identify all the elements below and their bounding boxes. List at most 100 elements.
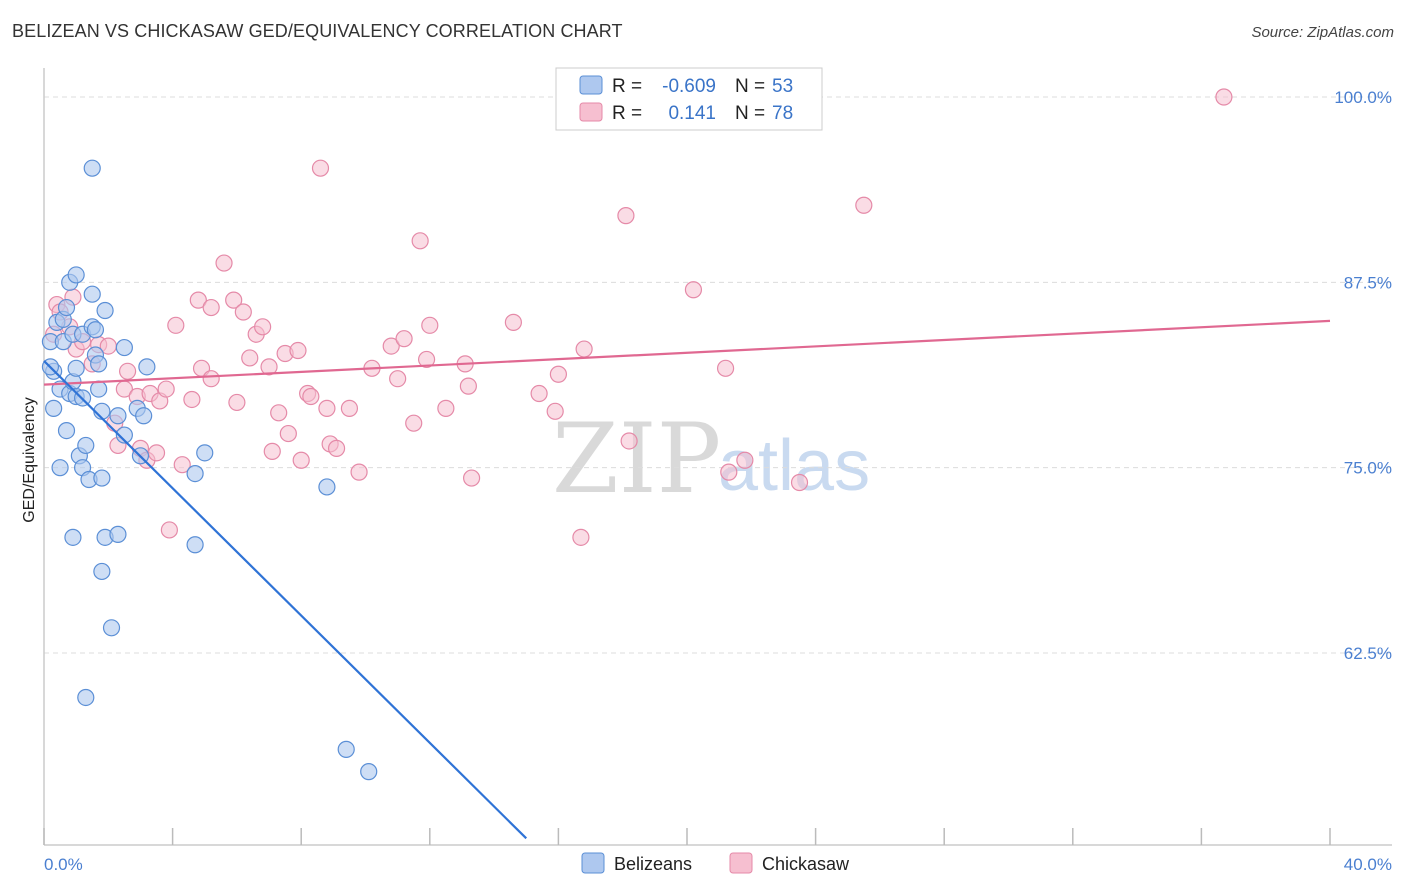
legend-r-value-2: 0.141 <box>668 103 716 124</box>
chickasaw-point <box>167 316 185 334</box>
belizeans-point <box>360 763 378 781</box>
legend-r-label-1: R = <box>612 76 642 97</box>
bottom-legend-belizeans: Belizeans <box>614 854 692 874</box>
stats-legend: R = -0.609 N = 53 R = 0.141 N = 78 <box>555 67 823 131</box>
chickasaw-point <box>462 469 481 487</box>
belizeans-point <box>115 338 133 357</box>
legend-swatch-belizeans <box>579 75 603 95</box>
belizeans-point <box>83 159 101 177</box>
belizeans-point <box>90 380 108 398</box>
chickasaw-point <box>215 254 233 272</box>
chickasaw-point <box>311 159 330 177</box>
chickasaw-point <box>254 318 272 336</box>
belizeans-point <box>67 359 85 377</box>
belizeans-trend-line <box>43 360 528 840</box>
chickasaw-point <box>389 370 407 388</box>
belizeans-point <box>57 422 76 440</box>
belizeans-point <box>196 444 214 462</box>
chickasaw-point <box>575 340 593 358</box>
legend-n-value-1: 53 <box>772 76 793 97</box>
chickasaw-point <box>572 528 590 546</box>
belizeans-point <box>186 464 204 483</box>
chickasaw-point <box>234 303 252 321</box>
chickasaw-point <box>1215 88 1233 106</box>
chickasaw-point <box>327 439 346 457</box>
chickasaw-point <box>289 341 307 360</box>
chickasaw-point <box>617 207 635 225</box>
belizeans-point <box>77 688 95 707</box>
chickasaw-point <box>736 451 754 469</box>
chickasaw-point <box>790 473 809 492</box>
chickasaw-point <box>546 402 564 420</box>
chickasaw-point <box>620 432 638 450</box>
chickasaw-point <box>437 399 455 417</box>
chickasaw-point <box>189 291 207 309</box>
belizeans-point <box>51 459 69 477</box>
x-tick-label-min: 0.0% <box>44 855 83 874</box>
chickasaw-point <box>395 330 413 348</box>
belizeans-point <box>318 478 336 496</box>
legend-n-value-2: 78 <box>772 103 793 124</box>
chickasaw-point <box>260 358 278 376</box>
chickasaw-point <box>270 404 288 422</box>
chickasaw-point <box>504 313 522 331</box>
chart-source: Source: ZipAtlas.com <box>1251 24 1394 41</box>
chickasaw-point <box>549 365 568 383</box>
chickasaw-point <box>157 380 175 398</box>
chickasaw-point <box>279 424 297 443</box>
belizeans-point <box>64 528 82 546</box>
belizeans-point <box>45 399 63 417</box>
belizeans-point <box>83 285 101 303</box>
y-tick-label: 87.5% <box>1344 273 1392 292</box>
chickasaw-point <box>530 384 548 403</box>
chickasaw-point <box>350 463 368 481</box>
y-tick-label: 75.0% <box>1344 459 1392 478</box>
belizeans-point <box>138 358 156 376</box>
legend-swatch-chickasaw <box>579 102 603 122</box>
belizeans-point <box>57 298 76 317</box>
chickasaw-trend-line <box>43 319 1331 386</box>
chickasaw-point <box>160 521 178 539</box>
belizeans-point <box>67 266 85 284</box>
belizeans-point <box>109 525 127 543</box>
belizeans-point <box>77 436 95 455</box>
chickasaw-point <box>202 298 220 317</box>
chickasaw-point <box>228 393 246 412</box>
series-legend: Belizeans Chickasaw <box>581 852 850 874</box>
chickasaw-point <box>855 196 873 214</box>
legend-r-label-2: R = <box>612 103 642 124</box>
belizeans-point <box>93 469 111 487</box>
chickasaw-point <box>411 232 429 250</box>
belizeans-point <box>96 301 114 320</box>
y-tick-labels: 62.5% 75.0% 87.5% 100.0% <box>1334 88 1392 663</box>
chickasaw-point <box>720 463 738 481</box>
chickasaw-point <box>183 390 201 409</box>
belizeans-point <box>90 355 108 373</box>
x-tick-label-max: 40.0% <box>1344 855 1392 874</box>
belizeans-point <box>337 740 355 758</box>
chickasaw-point <box>263 442 281 460</box>
chickasaw-point <box>405 414 423 432</box>
chickasaw-point <box>417 350 436 369</box>
belizeans-point <box>86 321 105 339</box>
chickasaw-points <box>45 88 1233 546</box>
bottom-legend-chickasaw: Chickasaw <box>762 854 850 874</box>
chickasaw-point <box>302 387 320 406</box>
chickasaw-point <box>382 337 400 355</box>
y-tick-label: 62.5% <box>1344 644 1392 663</box>
bottom-legend-swatch-belizeans <box>581 852 605 874</box>
chickasaw-point <box>292 451 310 469</box>
belizeans-points <box>41 159 378 781</box>
chickasaw-point <box>684 281 703 299</box>
y-axis-title: GED/Equivalency <box>21 397 38 522</box>
belizeans-point <box>186 536 204 554</box>
chickasaw-point <box>318 399 336 417</box>
legend-r-value-1: -0.609 <box>662 76 716 97</box>
chickasaw-point <box>241 349 259 367</box>
legend-n-label-1: N = <box>735 76 765 97</box>
chickasaw-point <box>225 291 243 309</box>
chickasaw-point <box>421 316 439 334</box>
belizeans-point <box>115 426 133 444</box>
bottom-legend-swatch-chickasaw <box>729 852 753 874</box>
